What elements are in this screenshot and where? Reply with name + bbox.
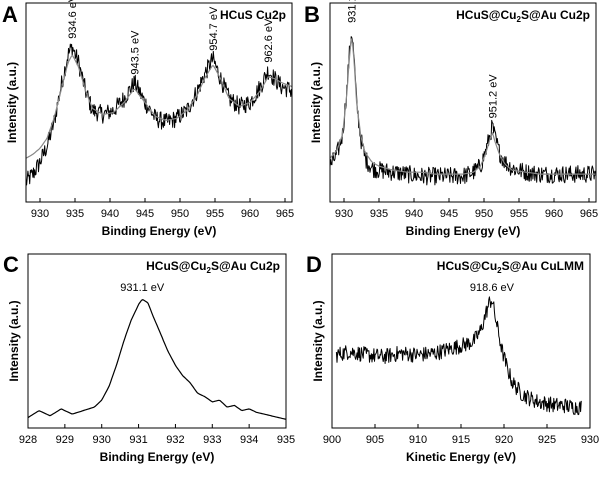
panel-a: A 930 935 940 945 950 955 960 965 Binding Energy …	[2, 0, 294, 238]
panel-letter: C	[3, 252, 19, 277]
plot-frame	[27, 253, 287, 429]
x-tick-label: 931	[129, 434, 147, 446]
peak-label: 931.1 eV	[120, 282, 165, 294]
x-axis-label: Binding Energy (eV)	[406, 224, 521, 238]
series-line-1	[329, 38, 596, 175]
x-axis-label: Kinetic Energy (eV)	[406, 450, 516, 464]
panel-title: HCuS Cu2p	[220, 8, 286, 22]
x-tick-label: 940	[101, 208, 119, 220]
y-axis-label: Intensity (a.u.)	[5, 62, 19, 143]
panel-title: HCuS@Cu2S@Au Cu2p	[456, 8, 590, 24]
y-axis-label: Intensity (a.u.)	[7, 300, 21, 381]
x-tick-label: 935	[370, 208, 388, 220]
series-line-0	[335, 296, 582, 416]
x-tick-label: 955	[206, 208, 224, 220]
x-tick-label: 955	[510, 208, 528, 220]
peak-label: 931.1 eV	[347, 0, 359, 23]
series-line-0	[27, 299, 287, 420]
peak-label: 951.2 eV	[487, 74, 499, 119]
x-tick-label: 950	[171, 208, 189, 220]
plot-frame	[25, 2, 293, 203]
panel-letter: B	[304, 2, 320, 27]
x-tick-label: 940	[405, 208, 423, 220]
panel-letter: D	[306, 252, 322, 277]
x-tick-label: 930	[581, 434, 599, 446]
x-tick-label: 930	[335, 208, 353, 220]
x-tick-label: 960	[545, 208, 563, 220]
peak-label: 943.5 eV	[130, 30, 142, 75]
panel-b: B 930 935 940 945 950 955 960 965 Binding Energy …	[304, 0, 598, 238]
x-tick-label: 945	[440, 208, 458, 220]
x-tick-label: 945	[136, 208, 154, 220]
x-tick-label: 960	[241, 208, 259, 220]
x-tick-label: 935	[277, 434, 295, 446]
x-tick-label: 950	[475, 208, 493, 220]
x-tick-label: 965	[580, 208, 598, 220]
x-tick-label: 928	[19, 434, 37, 446]
x-tick-label: 965	[276, 208, 294, 220]
x-axis-label: Binding Energy (eV)	[102, 224, 217, 238]
panel-letter: A	[2, 2, 18, 27]
peak-label: 918.6 eV	[470, 282, 515, 294]
series-line-1	[25, 54, 293, 159]
series-line-0	[329, 36, 597, 186]
y-axis-label: Intensity (a.u.)	[309, 62, 323, 143]
peak-label: 954.7 eV	[208, 6, 220, 51]
x-tick-label: 910	[409, 434, 427, 446]
x-tick-label: 900	[323, 434, 341, 446]
x-axis-label: Binding Energy (eV)	[100, 450, 215, 464]
panel-title: HCuS@Cu2S@Au Cu2p	[146, 259, 280, 275]
panel-title: HCuS@Cu2S@Au CuLMM	[437, 259, 584, 275]
y-axis-label: Intensity (a.u.)	[311, 300, 325, 381]
peak-label: 962.6 eV	[263, 18, 275, 63]
x-tick-label: 905	[366, 434, 384, 446]
x-tick-label: 934	[240, 434, 258, 446]
x-tick-label: 929	[56, 434, 74, 446]
x-tick-label: 930	[31, 208, 49, 220]
x-tick-label: 935	[66, 208, 84, 220]
x-tick-label: 915	[452, 434, 470, 446]
plot-frame	[329, 2, 597, 203]
x-tick-label: 925	[538, 434, 556, 446]
x-tick-label: 930	[93, 434, 111, 446]
x-tick-label: 932	[166, 434, 184, 446]
panel-d: D 900 905 910 915 920 925 930 Kinetic Energy (eV…	[306, 252, 599, 464]
panel-c: C 928 929 930 931 932 933 934 935 Binding Energy …	[3, 252, 295, 464]
peak-label: 934.6 eV	[67, 0, 79, 39]
x-tick-label: 933	[203, 434, 221, 446]
x-tick-label: 920	[495, 434, 513, 446]
series-line-0	[25, 43, 293, 186]
